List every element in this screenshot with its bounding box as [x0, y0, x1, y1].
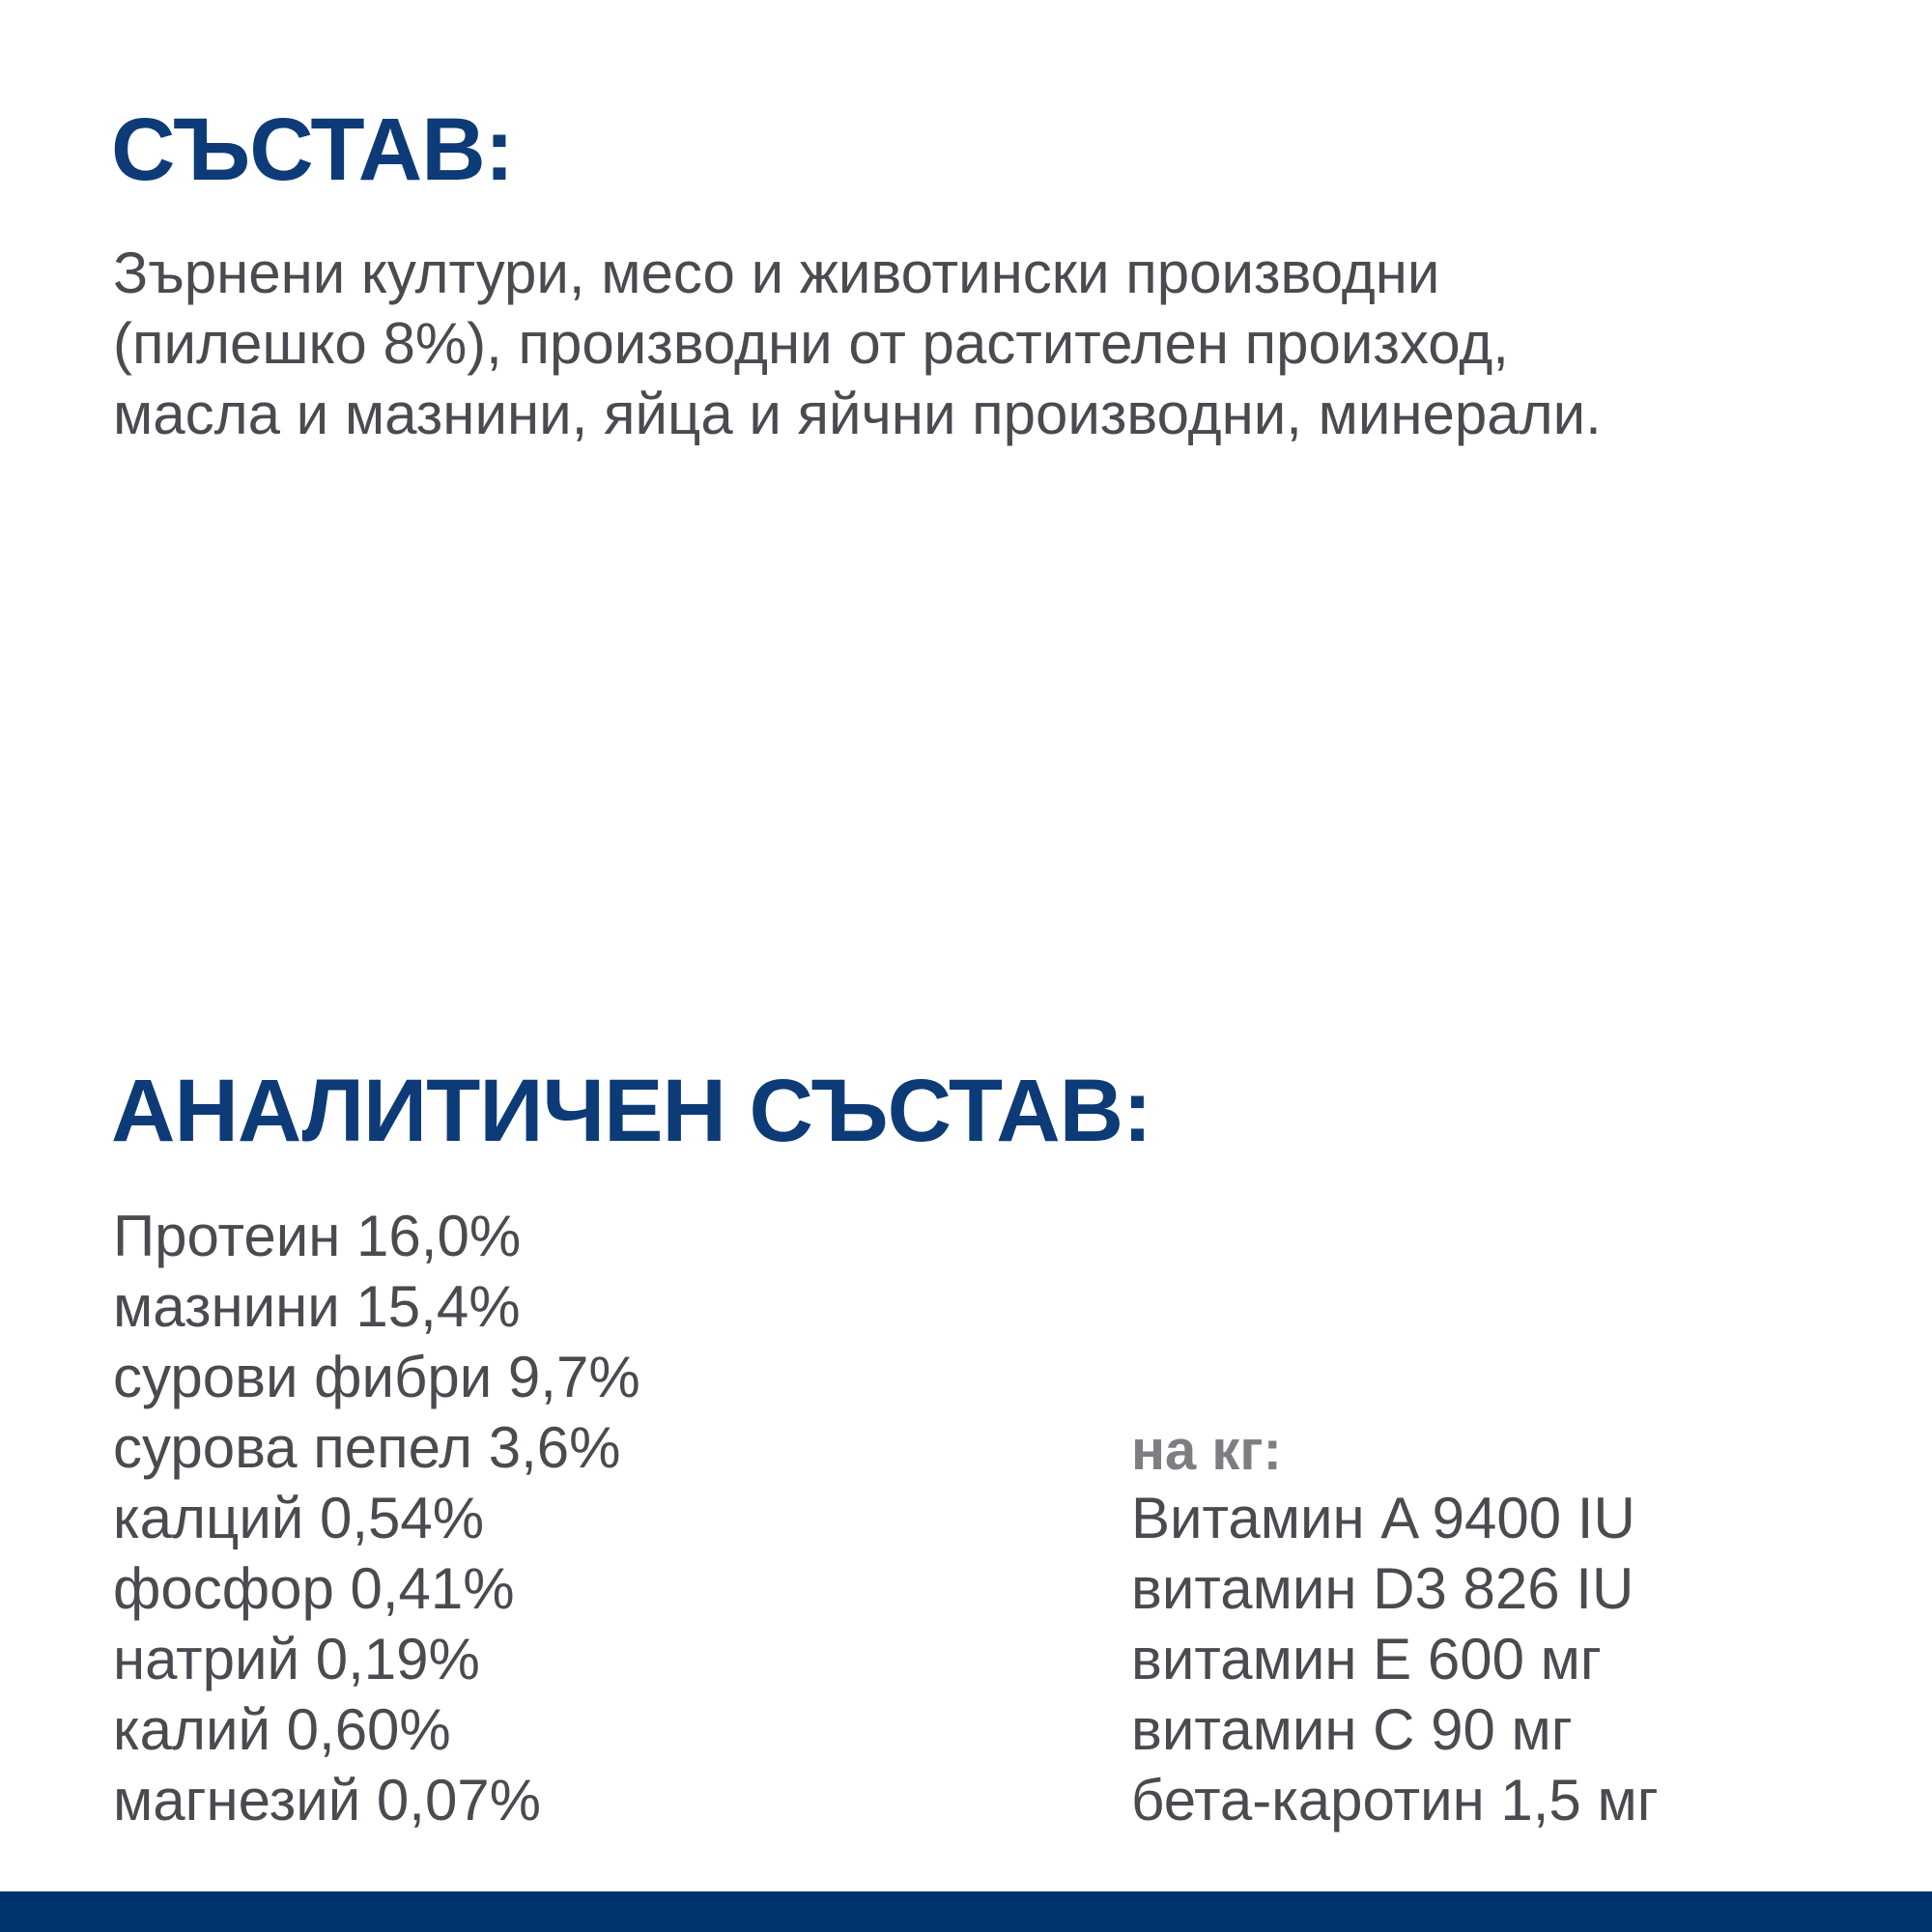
- composition-line: масла и мазнини, яйца и яйчни производни…: [113, 382, 1602, 446]
- vitamin-item: Витамин A 9400 IU: [1131, 1486, 1635, 1550]
- vitamin-item: витамин D3 826 IU: [1131, 1556, 1634, 1621]
- composition-text: Зърнени култури, месо и животински произ…: [113, 238, 1602, 449]
- composition-line: (пилешко 8%), производни от растителен п…: [113, 311, 1509, 376]
- vitamins-list: Витамин A 9400 IU витамин D3 826 IU вита…: [1131, 1483, 1659, 1835]
- analytical-item: сурова пепел 3,6%: [113, 1415, 621, 1480]
- analytical-item: Протеин 16,0%: [113, 1204, 522, 1268]
- analytical-item: мазнини 15,4%: [113, 1274, 521, 1339]
- composition-line: Зърнени култури, месо и животински произ…: [113, 241, 1440, 305]
- analytical-item: сурови фибри 9,7%: [113, 1345, 640, 1409]
- analytical-item: натрий 0,19%: [113, 1627, 480, 1691]
- analytical-item: фосфор 0,41%: [113, 1556, 515, 1621]
- analytical-title: АНАЛИТИЧЕН СЪСТАВ:: [111, 1062, 1152, 1160]
- vitamin-item: витамин E 600 мг: [1131, 1627, 1602, 1691]
- analytical-item: калций 0,54%: [113, 1486, 485, 1550]
- analytical-item: калий 0,60%: [113, 1697, 451, 1762]
- composition-title: СЪСТАВ:: [111, 100, 514, 199]
- vitamin-item: бета-каротин 1,5 мг: [1131, 1768, 1659, 1833]
- analytical-item: магнезий 0,07%: [113, 1768, 542, 1833]
- vitamin-item: витамин C 90 мг: [1131, 1697, 1573, 1762]
- per-kg-label: на кг:: [1131, 1419, 1282, 1482]
- analytical-list: Протеин 16,0% мазнини 15,4% сурови фибри…: [113, 1201, 640, 1835]
- footer-bar: [0, 1891, 1932, 1932]
